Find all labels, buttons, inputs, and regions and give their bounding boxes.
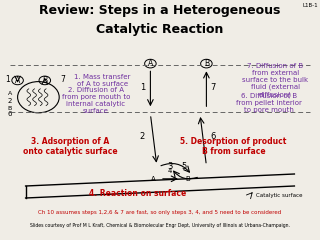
Text: 6. Diffusion of B
from pellet interior
to pore mouth: 6. Diffusion of B from pellet interior t… xyxy=(236,93,302,113)
Text: Catalytic Reaction: Catalytic Reaction xyxy=(96,23,224,36)
Text: 3. Adsorption of A
onto catalytic surface: 3. Adsorption of A onto catalytic surfac… xyxy=(23,137,118,156)
Text: A: A xyxy=(7,91,12,96)
Text: A: A xyxy=(151,176,156,182)
Text: 7: 7 xyxy=(211,83,216,92)
Text: B: B xyxy=(204,59,209,68)
Text: B: B xyxy=(42,76,47,85)
Text: 5. Desorption of product
B from surface: 5. Desorption of product B from surface xyxy=(180,137,287,156)
Text: 1: 1 xyxy=(140,83,145,92)
Text: 2: 2 xyxy=(7,98,12,104)
Text: A: A xyxy=(148,59,153,68)
Text: 6: 6 xyxy=(211,132,216,141)
Text: Slides courtesy of Prof M L Kraft, Chemical & Biomolecular Engr Dept, University: Slides courtesy of Prof M L Kraft, Chemi… xyxy=(30,223,290,228)
Text: Catalytic surface: Catalytic surface xyxy=(256,193,302,198)
Text: A: A xyxy=(15,76,20,85)
Text: 5: 5 xyxy=(181,162,187,171)
Text: B: B xyxy=(7,106,12,111)
Text: L1B-1: L1B-1 xyxy=(303,3,318,8)
Text: Ch 10 assumes steps 1,2,6 & 7 are fast, so only steps 3, 4, and 5 need to be con: Ch 10 assumes steps 1,2,6 & 7 are fast, … xyxy=(38,210,282,215)
Text: 1: 1 xyxy=(6,75,10,84)
Text: 3: 3 xyxy=(167,162,172,171)
Text: 1. Mass transfer
of A to surface: 1. Mass transfer of A to surface xyxy=(74,74,131,87)
Text: 6: 6 xyxy=(7,111,12,117)
Text: 4: 4 xyxy=(167,168,172,174)
Text: Review: Steps in a Heterogeneous: Review: Steps in a Heterogeneous xyxy=(39,4,281,17)
Text: 4. Reaction on surface: 4. Reaction on surface xyxy=(89,189,186,198)
Text: 2. Diffusion of A
from pore mouth to
internal catalytic
surface: 2. Diffusion of A from pore mouth to int… xyxy=(62,87,130,114)
Text: 7: 7 xyxy=(60,75,65,84)
Text: 2: 2 xyxy=(140,132,145,141)
Text: 7. Diffusion of B
from external
surface to the bulk
fluid (external
diffusion): 7. Diffusion of B from external surface … xyxy=(242,63,308,98)
Text: B: B xyxy=(185,176,190,182)
